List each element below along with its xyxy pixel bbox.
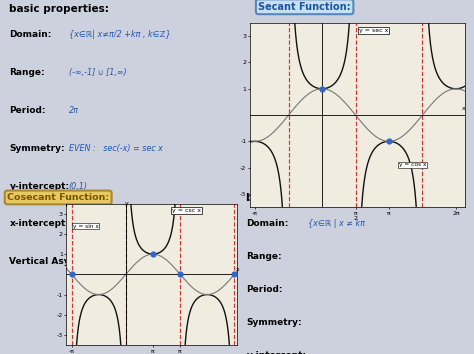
Text: Range:: Range: (9, 68, 45, 77)
Text: x: x (462, 106, 465, 111)
Point (68, 272, 75, 277)
Point (149, 251, 157, 257)
Text: y: y (125, 201, 128, 206)
Text: Vertical Asymptotes:: Vertical Asymptotes: (9, 257, 116, 266)
Text: Period:: Period: (246, 285, 283, 294)
Text: Domain:: Domain: (246, 219, 289, 228)
Text: y-intercept:: y-intercept: (9, 182, 70, 190)
Text: Cosecant Function:: Cosecant Function: (7, 193, 109, 202)
Text: 2π: 2π (69, 106, 79, 115)
Text: Range:: Range: (246, 252, 282, 261)
Text: none: none (69, 219, 89, 228)
Text: y = csc x: y = csc x (172, 207, 201, 213)
Text: Symmetry:: Symmetry: (246, 318, 302, 327)
Text: Domain:: Domain: (9, 30, 52, 39)
Point (231, 272, 238, 277)
Text: x-intercepts:: x-intercepts: (9, 219, 75, 228)
Text: y = sin x: y = sin x (73, 224, 99, 229)
Text: EVEN :   sec(-x) = sec x: EVEN : sec(-x) = sec x (69, 144, 163, 153)
Text: y = sec x: y = sec x (359, 28, 388, 33)
Text: x = π/2 + kπ , k∈ℤ: x = π/2 + kπ , k∈ℤ (69, 257, 145, 266)
Point (385, 138, 393, 144)
Point (318, 86, 326, 92)
Text: basic properties:: basic properties: (246, 193, 346, 203)
Point (176, 272, 184, 277)
Text: (0,1): (0,1) (69, 182, 88, 190)
Text: {x∈ℝ| x≠π/2 +kπ , k∈ℤ}: {x∈ℝ| x≠π/2 +kπ , k∈ℤ} (69, 30, 171, 39)
Text: Period:: Period: (9, 106, 46, 115)
Text: x: x (236, 267, 240, 272)
Text: y-intercept:: y-intercept: (246, 351, 307, 354)
Text: y = cos x: y = cos x (399, 162, 427, 167)
Text: Secant Function:: Secant Function: (258, 2, 351, 12)
Text: (-∞,-1] ∪ [1,∞): (-∞,-1] ∪ [1,∞) (69, 68, 127, 77)
Text: {x∈ℝ | x ≠ kπ: {x∈ℝ | x ≠ kπ (308, 219, 365, 228)
Text: basic properties:: basic properties: (9, 4, 109, 13)
Text: Symmetry:: Symmetry: (9, 144, 65, 153)
